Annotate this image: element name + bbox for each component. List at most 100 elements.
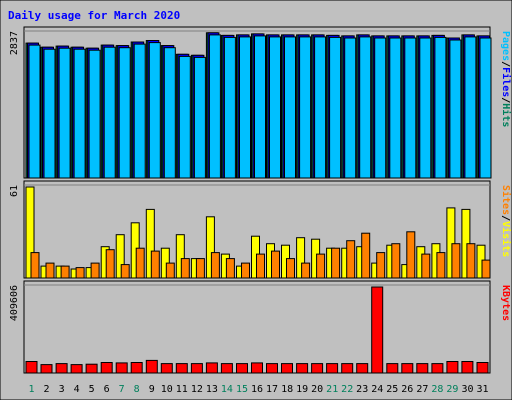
bar-pages-day-25 bbox=[389, 37, 402, 179]
ytick-kbytes: 409606 bbox=[9, 285, 20, 321]
bar-pages-day-20 bbox=[314, 36, 327, 179]
bar-pages-day-21 bbox=[329, 36, 342, 179]
bar-sites-day-2 bbox=[45, 262, 55, 279]
xtick-day-12: 12 bbox=[191, 384, 203, 395]
bar-visits-day-13 bbox=[205, 216, 215, 279]
bar-sites-day-6 bbox=[105, 249, 115, 279]
xtick-day-11: 11 bbox=[176, 384, 188, 395]
bar-pages-day-22 bbox=[344, 37, 357, 179]
xtick-day-20: 20 bbox=[311, 384, 323, 395]
legend-entry: Visits bbox=[500, 221, 512, 257]
legend-hits-files-pages: Pages/Files/Hits bbox=[500, 31, 512, 127]
bar-pages-day-29 bbox=[449, 39, 462, 179]
bar-kbytes-day-27 bbox=[416, 363, 429, 374]
bar-kbytes-day-10 bbox=[160, 363, 173, 374]
bar-kbytes-day-26 bbox=[401, 363, 414, 374]
xtick-day-7: 7 bbox=[119, 384, 125, 395]
bar-kbytes-day-30 bbox=[461, 361, 474, 374]
bar-kbytes-day-12 bbox=[190, 363, 203, 374]
xtick-day-26: 26 bbox=[401, 384, 413, 395]
bar-kbytes-day-13 bbox=[205, 362, 218, 374]
bar-pages-day-24 bbox=[374, 37, 387, 179]
xtick-day-13: 13 bbox=[206, 384, 218, 395]
legend-entry: Hits bbox=[500, 103, 512, 127]
plot-area-kbytes bbox=[23, 280, 491, 374]
bar-pages-day-18 bbox=[284, 36, 296, 179]
bar-sites-day-29 bbox=[451, 243, 461, 279]
xtick-day-28: 28 bbox=[431, 384, 443, 395]
bar-kbytes-day-2 bbox=[40, 364, 53, 374]
bar-kbytes-day-29 bbox=[446, 361, 459, 374]
ytick-hits-files-pages: 2837 bbox=[9, 31, 20, 55]
bar-pages-day-30 bbox=[464, 36, 477, 179]
bar-sites-day-16 bbox=[256, 253, 265, 279]
bar-sites-day-14 bbox=[225, 258, 235, 279]
xtick-day-4: 4 bbox=[74, 384, 80, 395]
bar-sites-day-26 bbox=[406, 231, 416, 279]
bar-pages-day-7 bbox=[118, 47, 131, 179]
bar-sites-day-31 bbox=[481, 259, 491, 279]
bar-pages-day-16 bbox=[254, 35, 266, 179]
legend-entry: Sites bbox=[500, 185, 512, 215]
bar-sites-day-22 bbox=[346, 240, 356, 279]
bar-sites-day-24 bbox=[376, 252, 386, 279]
bar-kbytes-day-3 bbox=[55, 363, 68, 374]
bar-kbytes-day-11 bbox=[175, 363, 188, 374]
bar-pages-day-4 bbox=[73, 48, 86, 179]
chart-title: Daily usage for March 2020 bbox=[8, 9, 180, 22]
xtick-day-25: 25 bbox=[386, 384, 398, 395]
bar-kbytes-day-8 bbox=[130, 362, 143, 374]
bar-sites-day-9 bbox=[150, 250, 160, 279]
bar-pages-day-10 bbox=[163, 47, 176, 179]
xtick-day-31: 31 bbox=[476, 384, 488, 395]
bar-kbytes-day-4 bbox=[70, 364, 83, 374]
bar-sites-day-4 bbox=[75, 267, 85, 279]
legend-entry: / bbox=[500, 97, 511, 103]
bar-sites-day-19 bbox=[301, 262, 311, 279]
xtick-day-16: 16 bbox=[251, 384, 263, 395]
bar-sites-day-15 bbox=[241, 262, 250, 279]
xtick-day-18: 18 bbox=[281, 384, 293, 395]
bar-kbytes-day-24 bbox=[371, 286, 384, 374]
xtick-day-22: 22 bbox=[341, 384, 353, 395]
bar-pages-day-9 bbox=[148, 42, 161, 179]
bar-pages-day-23 bbox=[359, 36, 372, 179]
bar-sites-day-20 bbox=[316, 253, 326, 279]
bar-sites-day-21 bbox=[331, 247, 341, 279]
bar-pages-day-15 bbox=[239, 36, 251, 179]
bar-sites-day-28 bbox=[436, 252, 446, 279]
bar-sites-day-18 bbox=[286, 258, 295, 279]
legend-entry: Pages bbox=[500, 31, 511, 61]
xtick-day-15: 15 bbox=[236, 384, 248, 395]
bar-pages-day-28 bbox=[434, 36, 447, 179]
bar-kbytes-day-18 bbox=[281, 363, 293, 374]
bar-kbytes-day-16 bbox=[251, 362, 263, 374]
bar-sites-day-8 bbox=[135, 247, 145, 279]
bar-pages-day-27 bbox=[419, 37, 432, 179]
bar-sites-day-12 bbox=[195, 258, 205, 279]
xtick-day-27: 27 bbox=[416, 384, 428, 395]
xtick-day-30: 30 bbox=[461, 384, 473, 395]
bar-kbytes-day-9 bbox=[145, 359, 158, 374]
xtick-day-29: 29 bbox=[446, 384, 458, 395]
bar-visits-day-11 bbox=[175, 234, 185, 279]
bar-kbytes-day-25 bbox=[386, 363, 399, 374]
bar-kbytes-day-22 bbox=[341, 363, 354, 374]
bar-kbytes-day-5 bbox=[85, 363, 98, 374]
xtick-day-21: 21 bbox=[326, 384, 338, 395]
bar-kbytes-day-15 bbox=[236, 363, 248, 374]
bar-pages-day-2 bbox=[43, 48, 56, 179]
bar-sites-day-27 bbox=[421, 253, 431, 279]
bar-sites-day-17 bbox=[271, 250, 280, 279]
bar-pages-day-3 bbox=[58, 47, 71, 179]
bar-kbytes-day-19 bbox=[296, 363, 309, 374]
xtick-day-19: 19 bbox=[296, 384, 308, 395]
bar-sites-day-23 bbox=[361, 232, 371, 279]
bar-pages-day-5 bbox=[88, 49, 101, 179]
bar-pages-day-13 bbox=[208, 34, 221, 179]
bar-sites-day-7 bbox=[120, 264, 130, 279]
legend-kbytes: KBytes bbox=[500, 285, 511, 321]
legend-visits-sites: Sites/Visits bbox=[500, 185, 512, 257]
xtick-day-2: 2 bbox=[43, 384, 49, 395]
